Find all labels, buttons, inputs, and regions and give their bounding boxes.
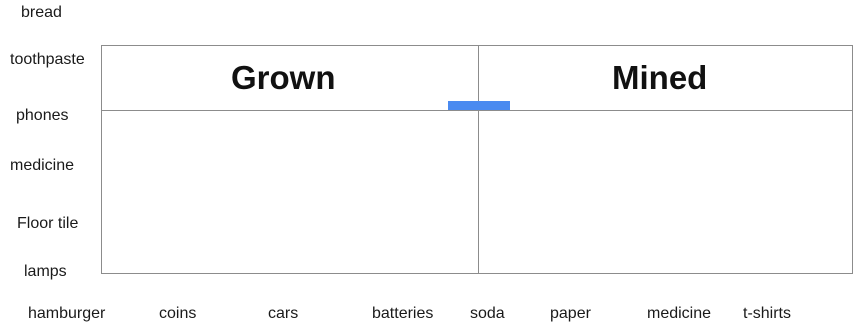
header-divider (102, 110, 852, 111)
word-item-medicine-bottom[interactable]: medicine (647, 305, 712, 322)
word-item-soda[interactable]: soda (470, 305, 505, 322)
word-item-bread[interactable]: bread (21, 4, 62, 21)
word-item-floor-tile[interactable]: Floor tile (17, 215, 79, 232)
word-item-batteries[interactable]: batteries (372, 305, 434, 322)
drag-handle[interactable] (448, 101, 510, 110)
word-item-coins[interactable]: coins (159, 305, 197, 322)
word-item-lamps[interactable]: lamps (24, 263, 67, 280)
column-title-mined: Mined (612, 59, 708, 96)
word-item-cars[interactable]: cars (268, 305, 299, 322)
word-item-hamburger[interactable]: hamburger (28, 305, 106, 322)
word-item-t-shirts[interactable]: t-shirts (743, 305, 791, 322)
column-divider (478, 46, 479, 273)
word-item-paper[interactable]: paper (550, 305, 591, 322)
word-item-medicine[interactable]: medicine (10, 157, 75, 174)
word-item-toothpaste[interactable]: toothpaste (10, 51, 85, 68)
word-item-phones[interactable]: phones (16, 107, 69, 124)
column-title-grown: Grown (231, 59, 336, 96)
sorting-board: Grown Mined (101, 45, 853, 274)
